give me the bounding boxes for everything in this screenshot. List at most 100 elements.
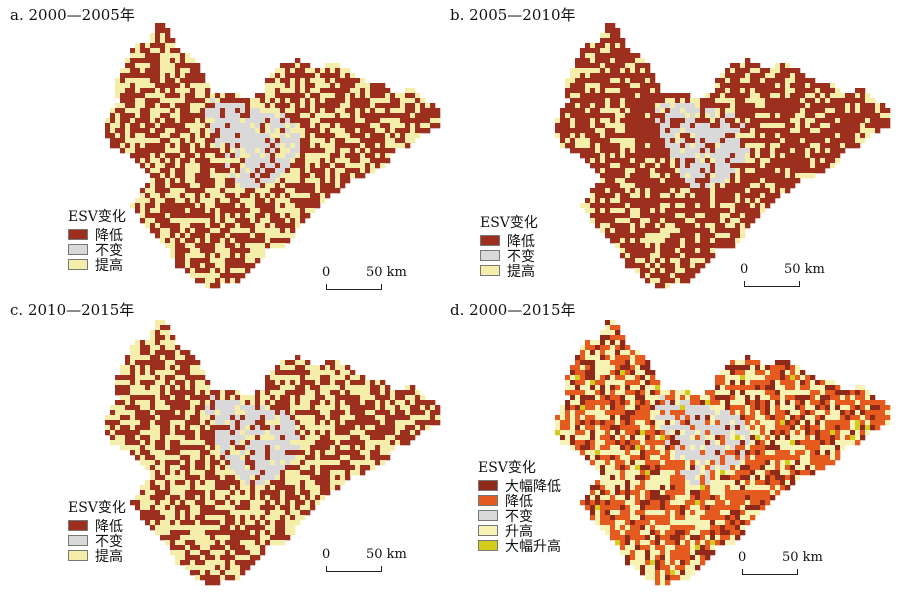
map-cell bbox=[275, 193, 281, 199]
map-cell bbox=[245, 103, 251, 109]
map-cell bbox=[845, 98, 851, 104]
map-cell bbox=[280, 203, 286, 209]
map-cell bbox=[875, 123, 881, 129]
map-cell bbox=[850, 113, 856, 119]
map-cell bbox=[345, 118, 351, 124]
map-cell bbox=[300, 73, 306, 79]
map-cell bbox=[400, 425, 406, 431]
map-cell bbox=[600, 108, 606, 114]
map-cell bbox=[700, 228, 706, 234]
map-cell bbox=[670, 268, 676, 274]
map-cell bbox=[195, 470, 201, 476]
map-cell bbox=[650, 208, 656, 214]
map-cell bbox=[115, 78, 121, 84]
map-cell bbox=[655, 83, 661, 89]
map-cell bbox=[755, 78, 761, 84]
map-cell bbox=[260, 183, 266, 189]
map-cell bbox=[290, 420, 296, 426]
map-cell bbox=[390, 395, 396, 401]
map-cell bbox=[165, 173, 171, 179]
map-cell bbox=[595, 53, 601, 59]
map-cell bbox=[785, 83, 791, 89]
map-cell bbox=[220, 390, 226, 396]
map-cell bbox=[415, 390, 421, 396]
map-cell bbox=[330, 158, 336, 164]
map-cell bbox=[735, 193, 741, 199]
map-cell bbox=[320, 153, 326, 159]
map-cell bbox=[775, 128, 781, 134]
map-cell bbox=[725, 208, 731, 214]
map-cell bbox=[830, 118, 836, 124]
map-cell bbox=[215, 258, 221, 264]
map-cell bbox=[130, 103, 136, 109]
map-cell bbox=[315, 440, 321, 446]
map-cell bbox=[285, 68, 291, 74]
map-cell bbox=[180, 223, 186, 229]
map-cell bbox=[295, 188, 301, 194]
map-cell bbox=[210, 213, 216, 219]
map-cell bbox=[225, 440, 231, 446]
map-cell bbox=[300, 128, 306, 134]
map-cell bbox=[435, 118, 441, 124]
map-cell bbox=[215, 390, 221, 396]
map-cell bbox=[630, 88, 636, 94]
map-cell bbox=[225, 430, 231, 436]
map-cell bbox=[220, 243, 226, 249]
map-cell bbox=[290, 173, 296, 179]
map-cell bbox=[885, 123, 891, 129]
map-cell bbox=[855, 103, 861, 109]
map-cell bbox=[715, 83, 721, 89]
map-cell bbox=[320, 395, 326, 401]
map-cell bbox=[635, 93, 641, 99]
map-cell bbox=[635, 108, 641, 114]
map-cell bbox=[765, 198, 771, 204]
map-cell bbox=[190, 118, 196, 124]
map-cell bbox=[295, 68, 301, 74]
map-cell bbox=[720, 198, 726, 204]
map-cell bbox=[630, 113, 636, 119]
map-cell bbox=[845, 138, 851, 144]
map-cell bbox=[670, 123, 676, 129]
map-cell bbox=[265, 143, 271, 149]
map-cell bbox=[795, 123, 801, 129]
map-cell bbox=[160, 83, 166, 89]
map-cell bbox=[170, 430, 176, 436]
map-cell bbox=[330, 83, 336, 89]
map-cell bbox=[125, 128, 131, 134]
map-cell bbox=[205, 263, 211, 269]
map-cell bbox=[250, 258, 256, 264]
map-cell bbox=[740, 233, 746, 239]
map-cell bbox=[135, 113, 141, 119]
map-cell bbox=[600, 103, 606, 109]
map-cell bbox=[720, 218, 726, 224]
map-cell bbox=[170, 340, 176, 346]
map-cell bbox=[405, 108, 411, 114]
map-cell bbox=[630, 163, 636, 169]
map-cell bbox=[875, 128, 881, 134]
map-cell bbox=[215, 435, 221, 441]
map-cell bbox=[320, 440, 326, 446]
map-cell bbox=[330, 390, 336, 396]
map-cell bbox=[205, 395, 211, 401]
map-cell bbox=[140, 58, 146, 64]
map-cell bbox=[605, 128, 611, 134]
map-cell bbox=[335, 98, 341, 104]
map-cell bbox=[775, 68, 781, 74]
map-cell bbox=[795, 78, 801, 84]
map-cell bbox=[340, 435, 346, 441]
map-cell bbox=[155, 470, 161, 476]
map-cell bbox=[655, 278, 661, 284]
map-cell bbox=[270, 103, 276, 109]
map-cell bbox=[195, 258, 201, 264]
map-cell bbox=[310, 415, 316, 421]
map-cell bbox=[355, 390, 361, 396]
map-cell bbox=[340, 113, 346, 119]
map-cell bbox=[180, 83, 186, 89]
map-cell bbox=[185, 370, 191, 376]
map-cell bbox=[110, 133, 116, 139]
map-cell bbox=[360, 128, 366, 134]
map-cell bbox=[250, 98, 256, 104]
map-cell bbox=[585, 73, 591, 79]
map-cell bbox=[660, 148, 666, 154]
map-cell bbox=[385, 133, 391, 139]
